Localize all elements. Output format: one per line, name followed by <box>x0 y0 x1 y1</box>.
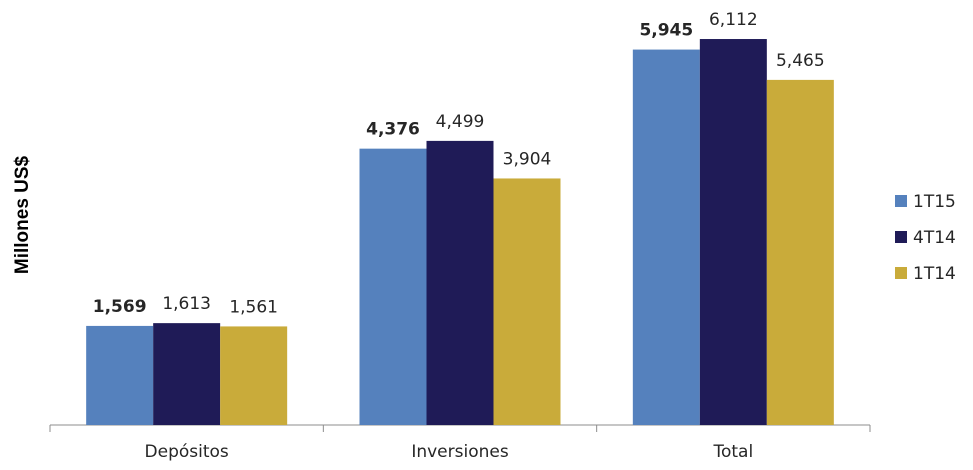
bar-1t15-depositos <box>86 325 154 425</box>
data-label-1t15-depositos: 1,569 <box>93 297 147 317</box>
bar-1t15-total <box>632 49 700 426</box>
legend-swatch-1t14 <box>895 267 907 279</box>
legend-swatch-1t15 <box>895 195 907 207</box>
legend-item-4t14: 4T14 <box>895 228 956 248</box>
legend: 1T15 4T14 1T14 <box>895 192 956 284</box>
bar-1t14-depositos <box>220 326 288 425</box>
data-label-1t14-inversiones: 3,904 <box>503 149 552 169</box>
bar-1t14-total <box>766 79 834 425</box>
legend-label-4t14: 4T14 <box>913 228 956 248</box>
data-label-1t15-inversiones: 4,376 <box>366 120 420 140</box>
data-label-1t14-depositos: 1,561 <box>229 297 278 317</box>
bar-4t14-inversiones <box>426 140 494 425</box>
y-axis-title: Millones US$ <box>12 155 33 274</box>
data-label-4t14-total: 6,112 <box>709 10 758 30</box>
axes: Depósitos Inversiones Total <box>49 424 871 462</box>
data-label-1t14-total: 5,465 <box>776 51 825 71</box>
bar-1t14-inversiones <box>493 178 561 425</box>
x-tick-label-total: Total <box>712 442 753 462</box>
data-label-4t14-depositos: 1,613 <box>162 294 211 314</box>
legend-swatch-4t14 <box>895 231 907 243</box>
data-label-1t15-total: 5,945 <box>639 21 693 41</box>
legend-item-1t14: 1T14 <box>895 264 956 284</box>
x-tick-label-depositos: Depósitos <box>145 442 229 462</box>
bar-1t15-inversiones <box>359 148 427 426</box>
x-tick-label-inversiones: Inversiones <box>411 442 509 462</box>
bar-4t14-depositos <box>153 323 221 425</box>
legend-label-1t15: 1T15 <box>913 192 956 212</box>
data-labels: 1,569 1,613 1,561 4,376 4,499 3,904 5,945 6,112… <box>93 10 825 317</box>
legend-label-1t14: 1T14 <box>913 264 956 284</box>
data-label-4t14-inversiones: 4,499 <box>436 112 485 132</box>
bars <box>86 39 834 426</box>
legend-item-1t15: 1T15 <box>895 192 956 212</box>
bar-4t14-total <box>699 39 767 426</box>
